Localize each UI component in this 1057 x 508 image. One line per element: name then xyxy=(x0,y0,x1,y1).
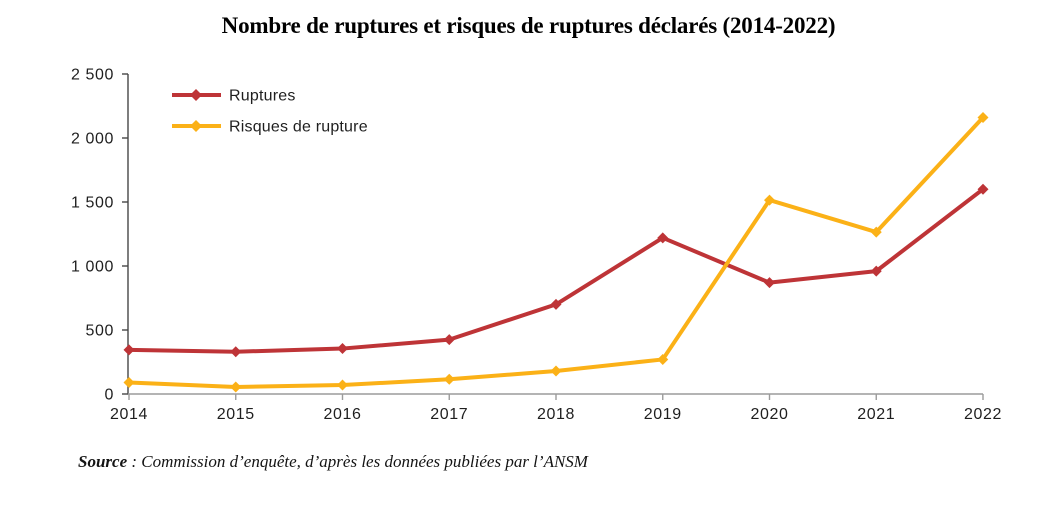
diamond-marker xyxy=(977,183,989,195)
diamond-marker xyxy=(870,265,882,277)
x-tick-label: 2014 xyxy=(110,406,148,423)
legend-item: Ruptures xyxy=(172,88,296,105)
source-text: Commission d’enquête, d’après les donnée… xyxy=(141,452,588,471)
diamond-marker xyxy=(190,89,202,101)
series-ruptures xyxy=(123,183,989,358)
diamond-marker xyxy=(657,232,669,244)
source-separator: : xyxy=(127,452,142,471)
y-tick-label: 1 000 xyxy=(71,259,114,276)
x-axis: 2014 2015 2016 2017 2018 2019 2020 2021 2022 xyxy=(110,393,1002,423)
x-tick-label: 2021 xyxy=(857,406,895,423)
x-tick-label: 2022 xyxy=(964,406,1002,423)
source-label: Source xyxy=(78,452,128,471)
series-risques-line xyxy=(127,115,985,389)
diamond-marker xyxy=(443,373,455,385)
x-tick-label: 2017 xyxy=(430,406,468,423)
diamond-marker xyxy=(657,353,669,365)
diamond-marker xyxy=(550,298,562,310)
diamond-marker xyxy=(870,226,882,238)
x-tick-label: 2020 xyxy=(751,406,789,423)
series-ruptures-line xyxy=(127,187,985,354)
y-tick-label: 1 500 xyxy=(71,195,114,212)
diamond-marker xyxy=(230,381,242,393)
diamond-marker xyxy=(337,343,348,355)
legend-item: Risques de rupture xyxy=(172,119,368,136)
chart-title: Nombre de ruptures et risques de rupture… xyxy=(221,13,836,38)
legend-label: Risques de rupture xyxy=(229,119,368,136)
diamond-marker xyxy=(123,376,135,388)
series-risques xyxy=(123,112,989,393)
source-note: Source : Commission d’enquête, d’après l… xyxy=(78,452,588,472)
diamond-marker xyxy=(230,346,242,358)
diamond-marker xyxy=(550,365,562,377)
diamond-marker xyxy=(123,344,135,356)
diamond-marker xyxy=(764,194,775,206)
y-tick-label: 2 500 xyxy=(71,67,114,84)
diamond-marker xyxy=(977,112,989,124)
legend-label: Ruptures xyxy=(229,88,296,105)
x-tick-label: 2015 xyxy=(217,406,255,423)
line-chart: 0 500 1 000 1 500 2 000 2 500 2014 2015 2016 2017… xyxy=(71,67,1002,424)
x-tick-label: 2018 xyxy=(537,406,575,423)
y-axis: 0 500 1 000 1 500 2 000 2 500 xyxy=(71,67,129,404)
diamond-marker xyxy=(190,120,202,132)
diamond-marker xyxy=(764,277,775,289)
diamond-marker xyxy=(443,334,455,346)
legend: Ruptures Risques de rupture xyxy=(172,88,368,136)
x-tick-label: 2016 xyxy=(324,406,362,423)
y-tick-label: 500 xyxy=(86,323,115,340)
diamond-marker xyxy=(337,379,348,391)
x-tick-label: 2019 xyxy=(644,406,682,423)
y-tick-label: 0 xyxy=(105,387,115,404)
y-tick-label: 2 000 xyxy=(71,131,114,148)
